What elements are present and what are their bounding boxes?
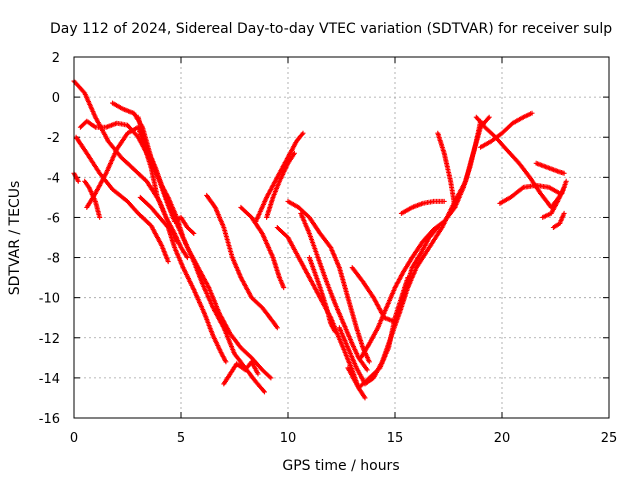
data-point-series bbox=[135, 114, 274, 381]
data-track bbox=[349, 225, 441, 325]
data-track bbox=[73, 134, 171, 265]
data-track bbox=[135, 114, 274, 381]
data-point-series bbox=[540, 184, 567, 220]
x-axis-label: GPS time / hours bbox=[282, 458, 399, 474]
data-point-series bbox=[84, 124, 190, 261]
data-track bbox=[358, 118, 484, 361]
data-track bbox=[264, 150, 297, 220]
x-tick-label: 10 bbox=[280, 431, 297, 446]
x-tick-label: 15 bbox=[387, 431, 404, 446]
data-track bbox=[497, 182, 563, 206]
data-point-series bbox=[550, 210, 567, 230]
data-track bbox=[306, 255, 338, 335]
plot-frame bbox=[73, 56, 610, 419]
data-track bbox=[550, 210, 567, 230]
data-point-series bbox=[285, 198, 372, 365]
data-point-series bbox=[497, 182, 563, 206]
axis-ticks bbox=[73, 56, 610, 419]
x-tick-label: 25 bbox=[601, 431, 618, 446]
y-tick-label: -6 bbox=[47, 211, 60, 226]
data-point-series bbox=[349, 225, 441, 325]
x-tick-labels: 0 5 10 15 20 25 bbox=[70, 431, 617, 446]
data-track bbox=[221, 359, 261, 387]
data-track bbox=[137, 194, 229, 365]
y-axis-label: SDTVAR / TECUs bbox=[7, 181, 23, 296]
data-point-series bbox=[306, 255, 338, 335]
data-track bbox=[204, 192, 280, 331]
x-tick-label: 0 bbox=[70, 431, 78, 446]
data-point-series bbox=[264, 150, 297, 220]
data-point-series bbox=[253, 130, 306, 224]
grid-lines bbox=[74, 57, 609, 418]
y-tick-label: -8 bbox=[47, 252, 60, 267]
data-point-series bbox=[358, 118, 484, 361]
x-tick-label: 20 bbox=[494, 431, 511, 446]
y-tick-label: -4 bbox=[47, 171, 60, 186]
data-point-series bbox=[336, 114, 492, 387]
y-tick-label: -14 bbox=[39, 372, 60, 387]
data-track bbox=[336, 114, 492, 387]
y-tick-label: -12 bbox=[39, 332, 60, 347]
data-track bbox=[435, 130, 458, 210]
data-point-series bbox=[435, 130, 458, 210]
y-tick-label: -16 bbox=[39, 412, 60, 427]
data-track bbox=[478, 110, 535, 150]
y-tick-labels: 2 0 -2 -4 -6 -8 -10 -12 -14 -16 bbox=[39, 51, 60, 427]
data-track bbox=[253, 130, 306, 224]
data-point-series bbox=[398, 198, 447, 216]
data-track bbox=[285, 198, 372, 365]
y-tick-label: 0 bbox=[52, 91, 60, 106]
data-point-series bbox=[204, 192, 280, 331]
data-track bbox=[473, 114, 569, 210]
data-track bbox=[533, 160, 567, 176]
x-tick-label: 5 bbox=[177, 431, 185, 446]
data-point-series bbox=[533, 160, 567, 176]
data-point-series bbox=[473, 114, 569, 210]
data-track bbox=[84, 124, 190, 261]
y-tick-label: -2 bbox=[47, 131, 60, 146]
chart-title: Day 112 of 2024, Sidereal Day-to-day VTE… bbox=[50, 21, 612, 37]
data-point-series bbox=[298, 210, 370, 373]
data-marks bbox=[71, 78, 569, 401]
data-track bbox=[298, 210, 370, 373]
y-tick-label: 2 bbox=[52, 51, 60, 66]
data-track bbox=[398, 198, 447, 216]
data-track bbox=[540, 184, 567, 220]
data-point-series bbox=[221, 359, 261, 387]
data-point-series bbox=[73, 134, 171, 265]
data-point-series bbox=[478, 110, 535, 150]
data-point-series bbox=[137, 194, 229, 365]
y-tick-label: -10 bbox=[39, 292, 60, 307]
